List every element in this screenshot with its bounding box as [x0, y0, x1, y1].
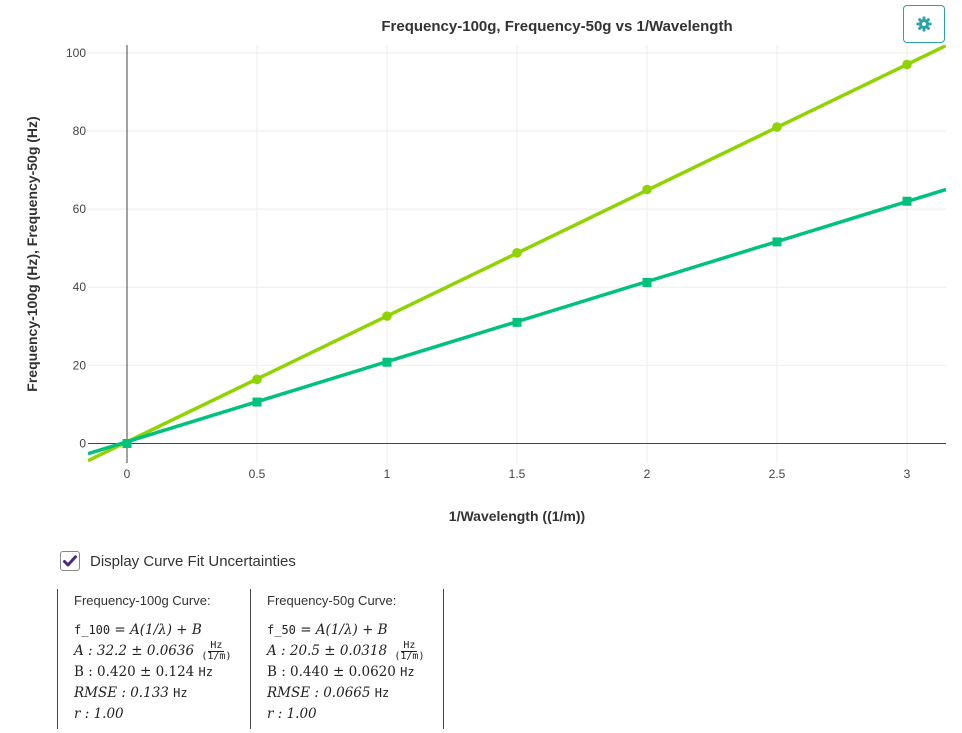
fit-param-a: A : 32.2 ± 0.0636 Hz (1/m) — [74, 640, 232, 662]
fit-rmse: RMSE : 0.0665 Hz — [267, 685, 390, 701]
y-tick-label: 40 — [73, 280, 87, 294]
data-point-100g — [642, 184, 652, 195]
y-tick-label: 100 — [66, 46, 86, 60]
data-point-50g — [122, 438, 132, 448]
y-tick-label: 20 — [73, 358, 87, 372]
fit-r: r : 1.00 — [267, 706, 317, 722]
y-tick-label: 80 — [73, 124, 87, 138]
fit-param-a: A : 20.5 ± 0.0318 Hz (1/m) — [267, 640, 425, 662]
fit-header: Frequency-50g Curve: — [267, 593, 397, 608]
fit-equation: f_50 = A(1/λ) + B — [267, 622, 388, 638]
fit-uncertainties-label: Display Curve Fit Uncertainties — [90, 552, 296, 570]
data-point-50g — [642, 278, 652, 288]
x-tick-label: 0.5 — [249, 467, 266, 481]
data-point-100g — [252, 374, 262, 385]
fit-param-b: B : 0.440 ± 0.0620 Hz — [267, 664, 415, 680]
fit-results-table: Frequency-100g Curve: f_100 = A(1/λ) + B… — [57, 589, 444, 729]
y-tick-label: 60 — [73, 202, 87, 216]
data-point-50g — [772, 237, 782, 247]
data-point-50g — [902, 196, 912, 206]
x-tick-label: 2.5 — [769, 467, 786, 481]
fit-header: Frequency-100g Curve: — [74, 593, 211, 608]
fit-results-100g: Frequency-100g Curve: f_100 = A(1/λ) + B… — [58, 589, 251, 729]
fit-param-b: B : 0.420 ± 0.124 Hz — [74, 664, 213, 680]
data-point-100g — [902, 59, 912, 70]
x-tick-label: 3 — [904, 467, 911, 481]
x-tick-label: 1 — [384, 467, 391, 481]
fit-uncertainties-checkbox[interactable] — [60, 551, 80, 571]
y-tick-label: 0 — [79, 436, 86, 450]
fit-uncertainties-toggle[interactable]: Display Curve Fit Uncertainties — [60, 551, 296, 571]
settings-button[interactable] — [903, 5, 945, 43]
fit-equation: f_100 = A(1/λ) + B — [74, 622, 202, 638]
data-point-50g — [252, 397, 262, 407]
fit-rmse: RMSE : 0.133 Hz — [74, 685, 188, 701]
chart-title: Frequency-100g, Frequency-50g vs 1/Wavel… — [381, 18, 732, 35]
x-tick-label: 2 — [644, 467, 651, 481]
fit-r: r : 1.00 — [74, 706, 124, 722]
data-point-100g — [512, 248, 522, 258]
fit-results-50g: Frequency-50g Curve: f_50 = A(1/λ) + B A… — [251, 589, 444, 729]
gear-icon — [916, 16, 932, 32]
data-point-50g — [512, 317, 522, 327]
x-tick-label: 1.5 — [509, 467, 526, 481]
checkmark-icon — [63, 555, 77, 567]
data-point-100g — [772, 122, 782, 132]
x-axis-label: 1/Wavelength ((1/m)) — [449, 508, 585, 524]
data-point-50g — [382, 357, 392, 367]
data-point-100g — [382, 311, 392, 321]
y-axis-label: Frequency-100g (Hz), Frequency-50g (Hz) — [24, 116, 40, 391]
x-tick-label: 0 — [124, 467, 131, 481]
chart: 0 20 40 60 80 100 0 0.5 1 1.5 2 2.5 3 Frequency-100g,… — [24, 18, 946, 524]
